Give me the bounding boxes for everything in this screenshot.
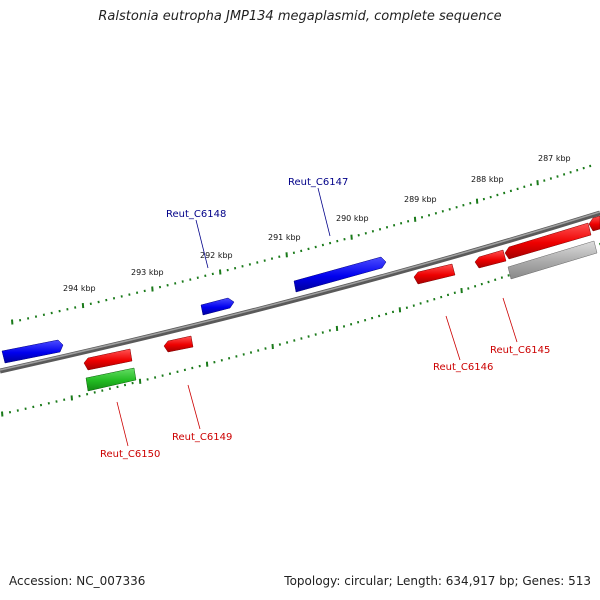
plasmid-backbone bbox=[0, 210, 600, 374]
kbp-label-294: 294 kbp bbox=[63, 284, 96, 293]
rna-gene-block[interactable] bbox=[85, 367, 137, 392]
kbp-labels: 287 kbp 288 kbp 289 kbp 290 kbp 291 kbp … bbox=[63, 154, 571, 293]
gene-label-reut-c6149[interactable]: Reut_C6149 bbox=[172, 432, 232, 443]
gene-arrow-reverse[interactable] bbox=[504, 222, 592, 260]
reverse-genes bbox=[83, 215, 600, 371]
gene-arrow-reverse[interactable] bbox=[413, 263, 456, 285]
leader-reut-c6145 bbox=[502, 297, 518, 343]
kbp-label-287: 287 kbp bbox=[538, 154, 571, 163]
gene-arrow-forward[interactable] bbox=[1, 339, 64, 364]
gene-arrow-reverse[interactable] bbox=[474, 249, 507, 269]
forward-genes bbox=[1, 256, 387, 364]
gene-label-reut-c6146[interactable]: Reut_C6146 bbox=[433, 362, 493, 373]
label-leaders bbox=[116, 187, 518, 447]
gene-arrow-forward[interactable] bbox=[200, 297, 235, 316]
outer-tick-ring bbox=[11, 164, 592, 325]
leader-reut-c6150 bbox=[116, 401, 129, 447]
gene-labels: Reut_C6147 Reut_C6148 Reut_C6145 Reut_C6… bbox=[100, 177, 550, 460]
gene-arrow-reverse[interactable] bbox=[588, 215, 600, 232]
kbp-label-292: 292 kbp bbox=[200, 251, 233, 260]
gene-label-reut-c6147[interactable]: Reut_C6147 bbox=[288, 177, 348, 188]
gene-label-reut-c6150[interactable]: Reut_C6150 bbox=[100, 449, 160, 460]
gene-label-reut-c6145[interactable]: Reut_C6145 bbox=[490, 345, 550, 356]
accession-text: Accession: NC_007336 bbox=[9, 574, 146, 588]
pseudogene-block[interactable] bbox=[507, 240, 598, 280]
kbp-label-291: 291 kbp bbox=[268, 233, 301, 242]
kbp-label-290: 290 kbp bbox=[336, 214, 369, 223]
kbp-label-293: 293 kbp bbox=[131, 268, 164, 277]
topology-summary: Topology: circular; Length: 634,917 bp; … bbox=[284, 574, 591, 588]
gene-arrow-forward[interactable] bbox=[293, 256, 387, 293]
leader-reut-c6149 bbox=[187, 384, 201, 430]
leader-reut-c6147 bbox=[317, 187, 331, 237]
kbp-label-288: 288 kbp bbox=[471, 175, 504, 184]
gene-arrow-reverse[interactable] bbox=[83, 348, 133, 371]
gene-arrow-reverse[interactable] bbox=[163, 335, 194, 353]
gene-label-reut-c6148[interactable]: Reut_C6148 bbox=[166, 209, 226, 220]
inner-tick-ring bbox=[1, 242, 600, 417]
map-title: Ralstonia eutropha JMP134 megaplasmid, c… bbox=[98, 9, 502, 24]
kbp-label-289: 289 kbp bbox=[404, 195, 437, 204]
leader-reut-c6146 bbox=[445, 315, 461, 361]
leader-reut-c6148 bbox=[195, 219, 209, 269]
